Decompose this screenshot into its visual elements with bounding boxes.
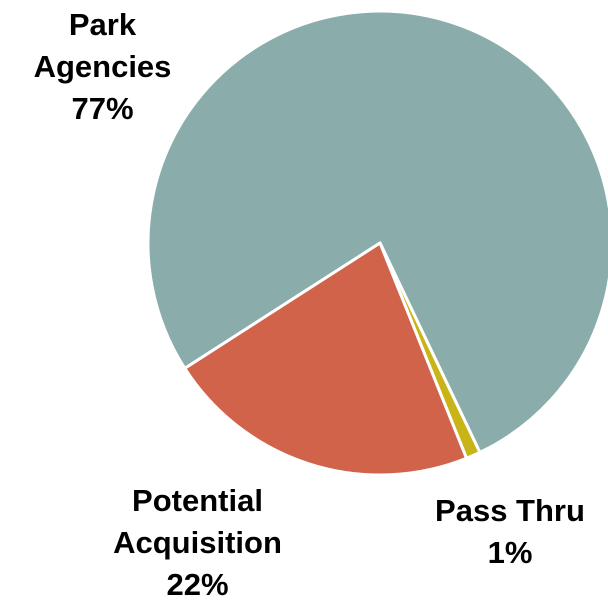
value-label: 22% bbox=[166, 567, 229, 602]
pie-slice bbox=[183, 241, 469, 477]
value-label: 77% bbox=[71, 91, 134, 126]
category-label: Pass Thru bbox=[435, 493, 585, 528]
slice-label: Park Agencies 77% bbox=[10, 4, 195, 130]
slice-label: Potential Acquisition 22% bbox=[85, 480, 310, 603]
value-label: 1% bbox=[487, 535, 533, 570]
category-label: Park Agencies bbox=[33, 7, 172, 84]
slice-label: Pass Thru 1% bbox=[405, 490, 608, 574]
pie-slice bbox=[146, 9, 608, 454]
category-label: Potential Acquisition bbox=[113, 483, 282, 560]
